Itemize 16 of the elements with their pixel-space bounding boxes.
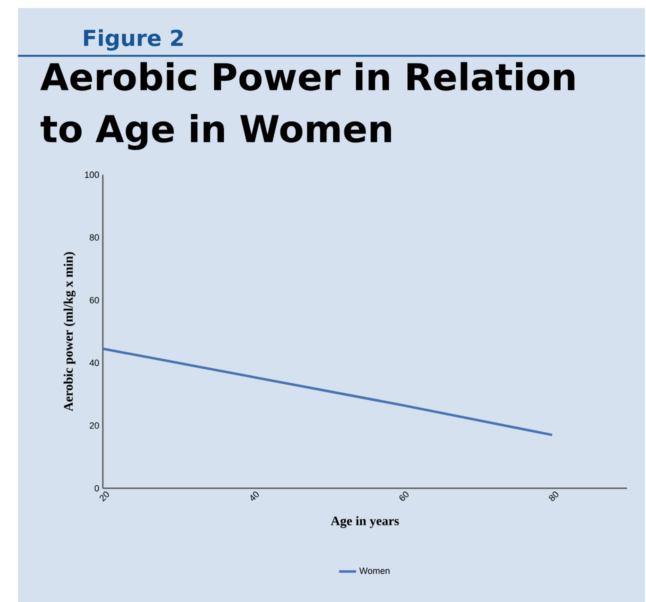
y-tick-label: 60 xyxy=(90,296,99,304)
x-tick-label: 60 xyxy=(399,492,409,501)
x-tick-label: 80 xyxy=(548,492,558,501)
y-tick-label: 80 xyxy=(90,234,99,241)
line-series xyxy=(102,347,554,436)
y-axis-title: Aerobic power (ml/kg x min) xyxy=(64,252,76,412)
y-tick-label: 100 xyxy=(85,172,99,178)
x-axis-title: Age in years xyxy=(330,516,399,528)
caption: Figure 2 xyxy=(84,29,183,51)
x-tick-label: 20 xyxy=(100,492,109,502)
y-tick-label: 40 xyxy=(90,360,99,366)
chart-title: Aerobic Power in Relation to Age in Women xyxy=(40,62,574,150)
y-tick-label: 20 xyxy=(90,422,99,429)
y-tick-label: 0 xyxy=(94,485,99,492)
legend-label: Women xyxy=(359,568,390,574)
x-tick-label: 40 xyxy=(250,492,259,501)
